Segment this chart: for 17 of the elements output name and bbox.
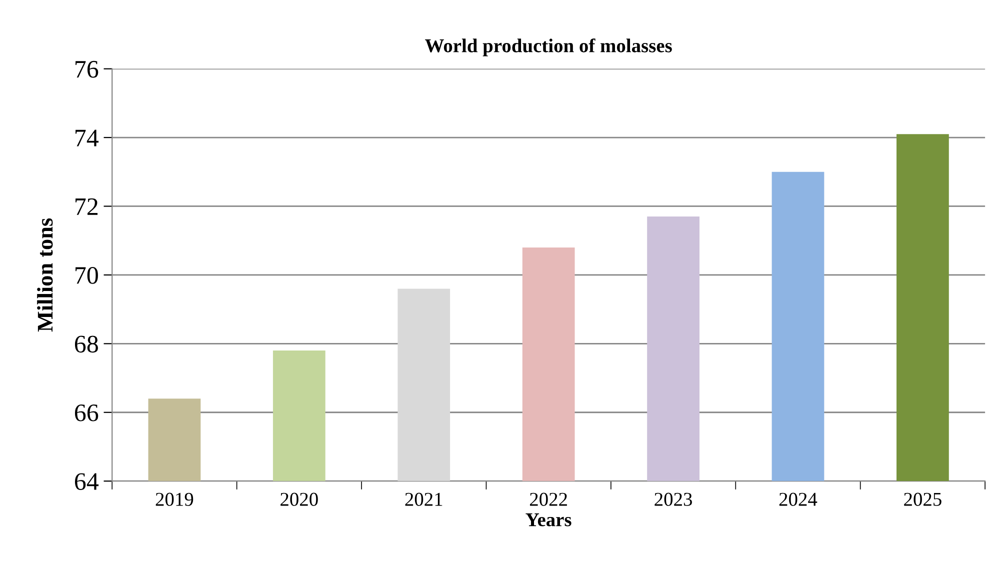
y-tick-label: 76 bbox=[76, 60, 98, 78]
x-tick-label: 2024 bbox=[779, 492, 818, 506]
y-tick-label: 64 bbox=[74, 473, 99, 490]
chart-title: World production of molasses bbox=[425, 38, 672, 56]
y-tick-label: 70 bbox=[76, 267, 98, 284]
x-tick-label: 2021 bbox=[405, 492, 442, 506]
y-tick-label: 72 bbox=[76, 198, 98, 215]
y-tick-label: 74 bbox=[76, 130, 99, 146]
x-tick-label: 2022 bbox=[530, 492, 567, 506]
y-axis-title: Million tons bbox=[37, 218, 53, 332]
x-tick-label: 2019 bbox=[156, 492, 194, 506]
x-axis-title: Years bbox=[526, 513, 572, 526]
x-tick-label: 2025 bbox=[904, 492, 942, 506]
y-tick-label: 66 bbox=[74, 404, 98, 422]
x-tick-label: 2020 bbox=[280, 492, 318, 506]
x-tick-label: 2023 bbox=[654, 492, 692, 506]
y-tick-label: 68 bbox=[74, 336, 98, 353]
